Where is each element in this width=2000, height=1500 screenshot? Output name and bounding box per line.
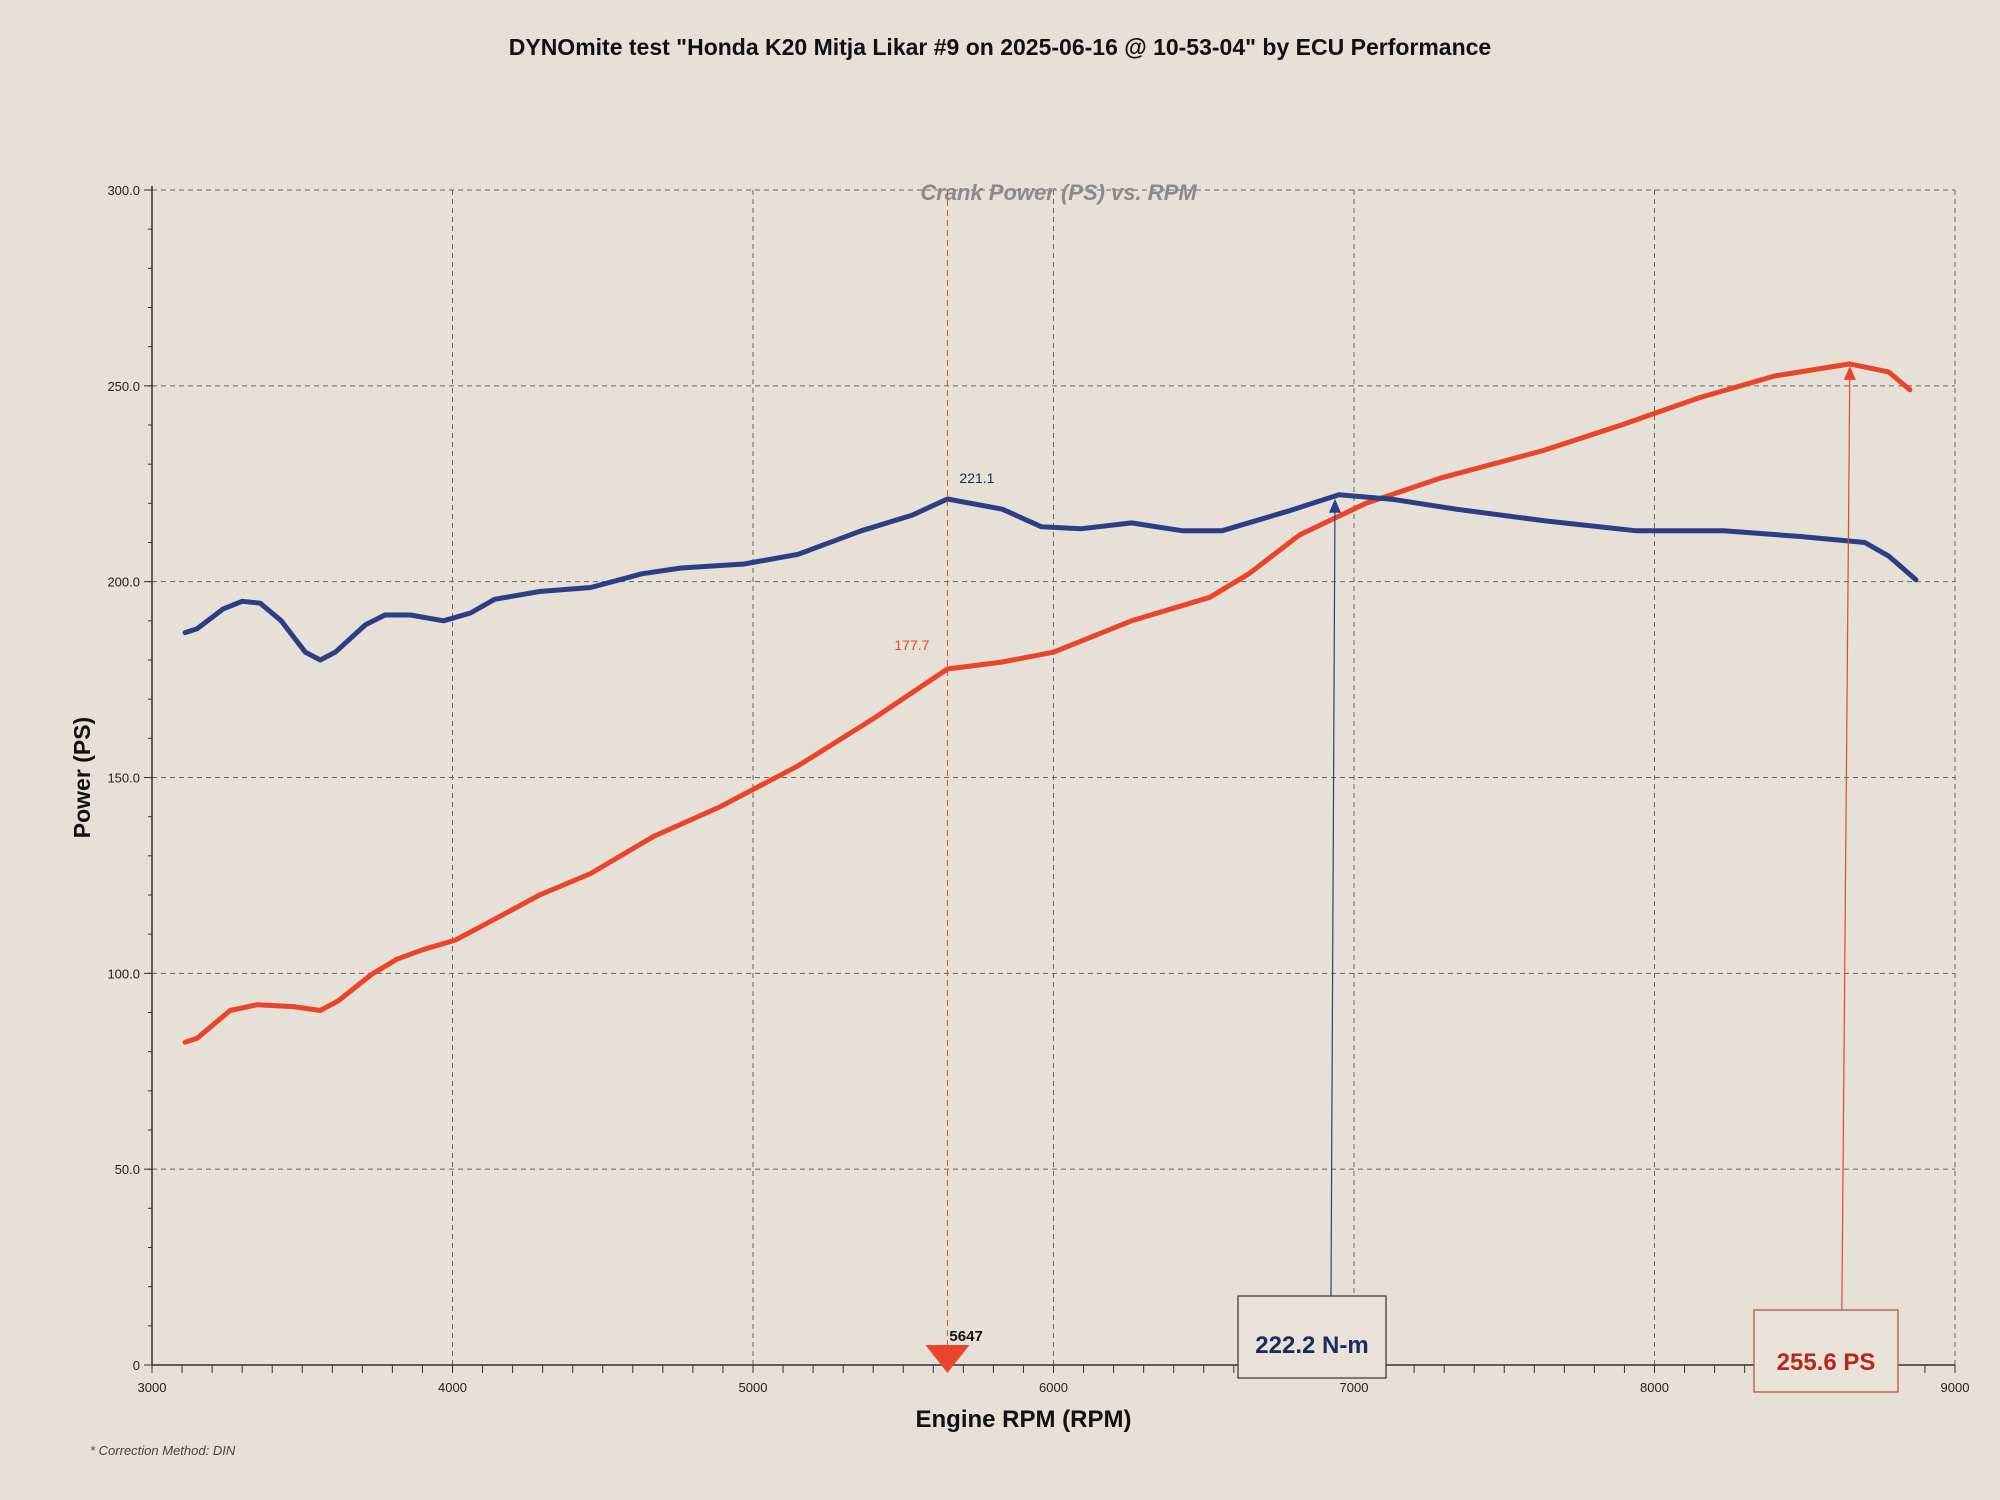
x-tick-label: 4000 (438, 1380, 467, 1395)
page-title: DYNOmite test "Honda K20 Mitja Likar #9 … (508, 34, 1492, 60)
correction-method-footnote: * Correction Method: DIN (90, 1443, 236, 1458)
power-curve (182, 361, 1913, 1045)
y-tick-label: 100.0 (107, 966, 140, 981)
rpm-cursor-marker-icon (925, 1345, 970, 1373)
cursor-rpm-label: 5647 (949, 1328, 982, 1345)
chart-title: Crank Power (PS) vs. RPM (920, 180, 1197, 205)
x-tick-label: 9000 (1941, 1380, 1970, 1395)
y-tick-label: 300.0 (107, 183, 140, 198)
x-tick-label: 8000 (1640, 1380, 1669, 1395)
cursor-torque-value: 221.1 (959, 470, 994, 486)
x-tick-label: 6000 (1039, 1380, 1068, 1395)
x-tick-label: 3000 (138, 1380, 167, 1395)
peak-torque-label: 222.2 N-m (1255, 1332, 1368, 1359)
x-tick-label: 7000 (1340, 1380, 1369, 1395)
y-tick-label: 150.0 (107, 771, 140, 786)
y-tick-label: 50.0 (115, 1162, 140, 1177)
peak-torque-arrow-line (1330, 502, 1336, 1299)
x-axis-label: Engine RPM (RPM) (916, 1406, 1132, 1433)
peak-power-arrowhead-icon (1843, 365, 1856, 380)
y-axis-label: Power (PS) (69, 717, 95, 838)
torque-curve (182, 492, 1919, 663)
y-tick-label: 250.0 (107, 379, 140, 394)
y-tick-label: 0 (133, 1358, 140, 1373)
cursor-power-value: 177.7 (894, 637, 929, 653)
y-tick-label: 200.0 (107, 575, 140, 590)
peak-torque-arrowhead-icon (1328, 498, 1341, 513)
peak-power-box (1753, 1309, 1899, 1393)
peak-power-arrow-line (1841, 369, 1851, 1313)
x-tick-label: 5000 (739, 1380, 768, 1395)
peak-power-label: 255.6 PS (1777, 1349, 1876, 1376)
peak-torque-box (1237, 1295, 1387, 1379)
